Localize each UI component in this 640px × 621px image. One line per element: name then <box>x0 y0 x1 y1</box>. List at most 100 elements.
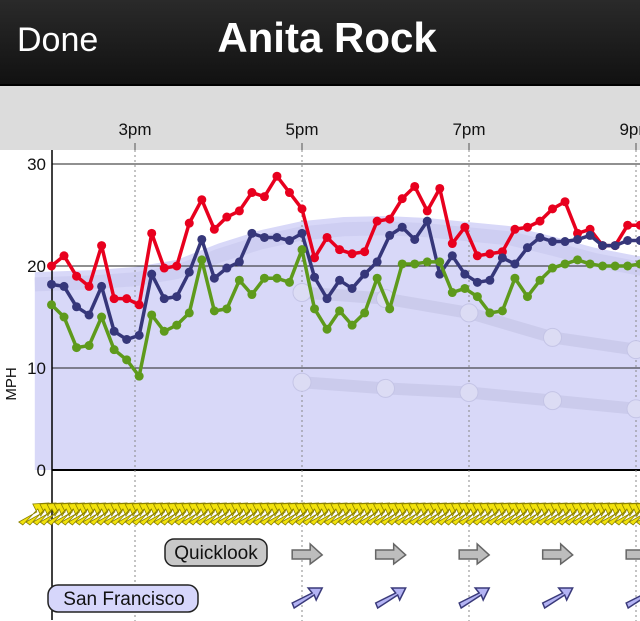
data-point-average <box>322 294 332 304</box>
data-point-average <box>585 230 595 240</box>
data-point-lull <box>422 257 432 267</box>
data-point-gust <box>397 194 407 204</box>
forecast-point <box>543 327 562 347</box>
data-point-gust <box>84 281 94 291</box>
data-point-gust <box>510 224 520 234</box>
data-point-gust <box>623 220 633 230</box>
y-tick-label: 10 <box>27 359 46 378</box>
x-tick-label: 9pm <box>619 120 640 139</box>
data-point-average <box>109 326 119 336</box>
data-point-lull <box>397 259 407 269</box>
data-point-lull <box>360 308 370 318</box>
time-axis-strip <box>0 86 640 150</box>
data-point-average <box>72 302 82 312</box>
wind-direction-arrow <box>621 503 640 526</box>
series-line-average <box>51 219 640 342</box>
direction-row <box>18 502 640 526</box>
forecast-point <box>292 372 312 392</box>
data-point-gust <box>59 251 69 261</box>
data-point-gust <box>234 206 244 216</box>
data-point-lull <box>322 324 332 334</box>
data-point-gust <box>460 222 470 232</box>
data-point-lull <box>497 306 507 316</box>
data-point-average <box>347 283 357 293</box>
data-point-average <box>535 232 545 242</box>
data-point-average <box>284 236 294 245</box>
data-point-lull <box>259 273 269 283</box>
x-tick-label: 7pm <box>452 120 485 139</box>
x-tick-label: 5pm <box>285 120 318 139</box>
data-point-gust <box>147 228 157 238</box>
data-point-gust <box>548 204 557 214</box>
done-button[interactable]: Done <box>17 21 99 59</box>
data-point-lull <box>335 306 345 316</box>
data-point-lull <box>184 308 194 318</box>
data-point-average <box>122 334 132 344</box>
data-point-lull <box>410 259 420 269</box>
plot-area <box>34 150 640 621</box>
data-point-average <box>548 237 557 247</box>
data-point-average <box>47 279 56 289</box>
data-point-lull <box>272 273 282 283</box>
y-tick-label: 0 <box>37 461 46 480</box>
navigation-bar: Done Anita Rock <box>0 0 640 86</box>
data-point-gust <box>172 261 182 271</box>
data-point-gust <box>485 249 495 259</box>
data-point-lull <box>535 275 545 285</box>
data-point-lull <box>385 304 395 314</box>
data-point-lull <box>284 277 294 287</box>
data-point-average <box>422 216 432 226</box>
data-point-average <box>335 275 345 285</box>
data-point-average <box>234 257 244 267</box>
data-point-gust <box>247 188 257 198</box>
y-tick-labels: 0 10 20 30 <box>27 155 46 480</box>
quicklook-arrow <box>291 542 324 566</box>
data-point-lull <box>460 283 470 293</box>
sanfrancisco-arrow <box>374 587 407 610</box>
data-point-gust <box>72 271 82 281</box>
data-point-gust <box>310 253 320 263</box>
data-point-gust <box>472 251 482 261</box>
data-point-average <box>635 236 640 245</box>
data-point-lull <box>510 273 520 283</box>
forecast-point <box>626 340 640 360</box>
data-point-gust <box>109 294 119 304</box>
data-point-lull <box>372 273 382 283</box>
data-point-average <box>360 269 370 279</box>
data-point-average <box>297 228 307 238</box>
sanfrancisco-arrow <box>291 587 324 610</box>
data-point-average <box>472 277 482 287</box>
y-tick-label: 20 <box>27 257 46 276</box>
data-point-gust <box>560 197 570 207</box>
data-point-lull <box>297 245 307 255</box>
data-point-lull <box>585 259 595 269</box>
sanfrancisco-arrow <box>625 595 640 610</box>
y-tick-label: 30 <box>27 155 46 174</box>
quicklook-arrow <box>374 542 407 566</box>
data-point-average <box>623 236 633 245</box>
data-point-gust <box>297 204 307 214</box>
model-rows: Quicklook San Francisco <box>47 538 640 613</box>
data-point-average <box>259 232 269 242</box>
data-point-average <box>385 230 395 240</box>
data-point-lull <box>310 304 320 314</box>
data-point-lull <box>435 257 445 267</box>
data-point-lull <box>347 320 357 330</box>
data-point-gust <box>335 245 345 255</box>
forecast-point <box>626 399 640 419</box>
data-point-average <box>497 253 507 263</box>
data-point-average <box>522 243 532 253</box>
data-point-average <box>598 241 608 251</box>
y-axis-label: MPH <box>3 367 20 400</box>
data-point-average <box>510 259 520 269</box>
wind-direction-arrow <box>614 502 640 526</box>
quicklook-label: Quicklook <box>174 543 258 564</box>
forecast-point <box>459 303 479 323</box>
data-point-average <box>573 234 583 244</box>
data-point-average <box>159 294 169 304</box>
sanfrancisco-pill <box>47 584 199 613</box>
data-point-gust <box>522 222 532 232</box>
data-point-gust <box>259 192 269 202</box>
quicklook-arrow <box>541 542 574 566</box>
